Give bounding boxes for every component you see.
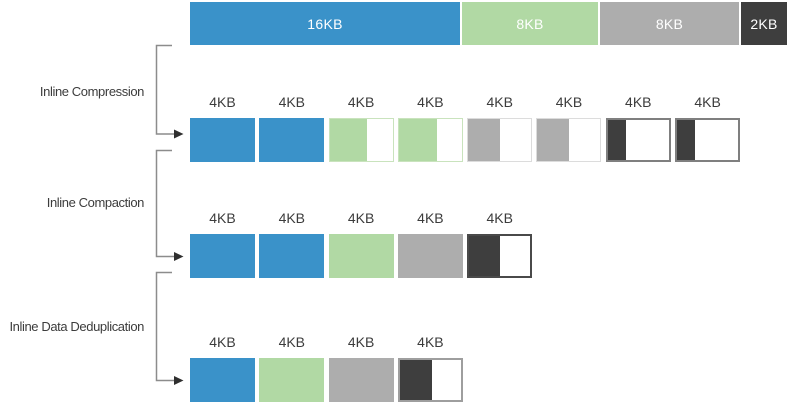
block-unit: 4KB	[397, 94, 463, 162]
block-unit: 4KB	[328, 334, 394, 402]
data-block-dark	[467, 234, 533, 278]
stage-label-deduplication: Inline Data Deduplication	[9, 319, 144, 334]
block-unit: 4KB	[190, 334, 255, 402]
bar-segment-8kb: 8KB	[600, 2, 739, 45]
block-unit: 4KB	[328, 94, 394, 162]
block-fill	[329, 119, 368, 161]
block-size-label: 4KB	[347, 334, 375, 350]
block-size-label: 4KB	[278, 334, 306, 350]
data-block-blue	[259, 118, 325, 162]
block-size-label: 4KB	[417, 210, 444, 226]
block-unit: 4KB	[536, 94, 602, 162]
bar-segment-2kb: 2KB	[741, 2, 787, 45]
bar-segment-8kb: 8KB	[462, 2, 598, 45]
block-unit: 4KB	[190, 94, 255, 162]
block-fill	[190, 234, 255, 278]
block-fill	[677, 120, 696, 160]
data-block-green	[328, 118, 394, 162]
block-fill	[328, 358, 394, 402]
block-row-compaction: 4KB 4KB 4KB 4KB 4KB	[190, 210, 533, 278]
data-block-green	[328, 234, 394, 278]
block-unit: 4KB	[397, 334, 463, 402]
block-row-deduplication: 4KB 4KB 4KB 4KB	[190, 334, 463, 402]
block-fill	[537, 119, 569, 161]
block-fill	[259, 118, 325, 162]
data-block-green	[259, 358, 325, 402]
block-size-label: 4KB	[625, 94, 652, 110]
block-unit: 4KB	[259, 334, 325, 402]
block-size-label: 4KB	[486, 94, 513, 110]
data-block-gray	[397, 234, 463, 278]
block-size-label: 4KB	[555, 94, 583, 110]
compaction-bracket-line	[155, 149, 175, 258]
block-size-label: 4KB	[278, 94, 306, 110]
block-unit: 4KB	[259, 210, 325, 278]
compaction-arrowhead-icon	[174, 252, 184, 261]
block-size-label: 4KB	[486, 210, 513, 226]
block-row-compression: 4KB 4KB 4KB 4KB 4KB 4KB 4KB 4KB	[190, 94, 741, 162]
source-data-bar: 16KB 8KB 8KB 2KB	[190, 2, 788, 45]
block-fill	[190, 358, 255, 402]
block-fill	[468, 119, 500, 161]
data-block-dark	[397, 358, 463, 402]
block-size-label: 4KB	[278, 210, 306, 226]
block-size-label: 4KB	[694, 94, 721, 110]
block-fill	[469, 236, 500, 276]
data-block-dark	[675, 118, 741, 162]
deduplication-arrowhead-icon	[174, 376, 184, 385]
block-unit: 4KB	[675, 94, 741, 162]
block-size-label: 4KB	[347, 210, 375, 226]
block-size-label: 4KB	[209, 210, 236, 226]
block-unit: 4KB	[397, 210, 463, 278]
data-block-blue	[259, 234, 325, 278]
data-block-gray	[536, 118, 602, 162]
block-fill	[398, 119, 437, 161]
block-fill	[399, 360, 432, 400]
bar-segment-16kb: 16KB	[190, 2, 460, 45]
block-size-label: 4KB	[209, 334, 236, 350]
block-size-label: 4KB	[209, 94, 236, 110]
block-unit: 4KB	[605, 94, 671, 162]
data-block-blue	[190, 118, 255, 162]
deduplication-bracket-line	[155, 271, 175, 382]
stage-label-compression: Inline Compression	[39, 84, 144, 99]
data-block-blue	[190, 234, 255, 278]
block-fill	[259, 234, 325, 278]
block-unit: 4KB	[190, 210, 255, 278]
stage-label-compaction: Inline Compaction	[46, 195, 145, 210]
compression-bracket-line	[155, 44, 175, 135]
compression-arrowhead-icon	[174, 129, 184, 139]
block-unit: 4KB	[467, 94, 533, 162]
block-unit: 4KB	[259, 94, 325, 162]
block-fill	[397, 234, 463, 278]
block-fill	[607, 120, 627, 160]
block-unit: 4KB	[328, 210, 394, 278]
block-fill	[259, 358, 325, 402]
data-block-blue	[190, 358, 255, 402]
block-size-label: 4KB	[417, 94, 444, 110]
block-size-label: 4KB	[417, 334, 444, 350]
data-block-gray	[467, 118, 533, 162]
block-fill	[190, 118, 255, 162]
block-unit: 4KB	[467, 210, 533, 278]
data-block-dark	[605, 118, 671, 162]
block-size-label: 4KB	[347, 94, 375, 110]
data-block-green	[397, 118, 463, 162]
block-fill	[328, 234, 394, 278]
data-block-gray	[328, 358, 394, 402]
